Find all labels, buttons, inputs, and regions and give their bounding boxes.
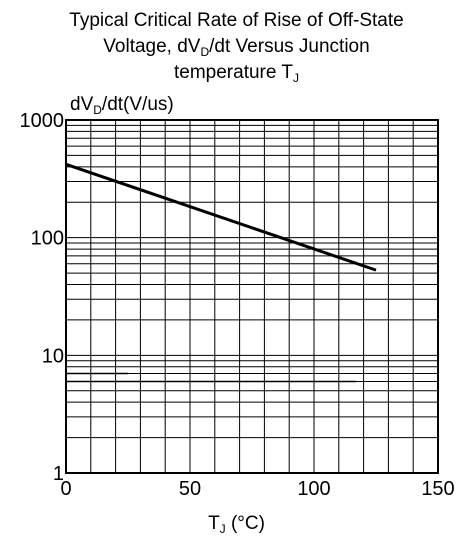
chart-title-line-3: temperature TJ xyxy=(174,62,299,85)
y-tick-label: 10 xyxy=(42,345,64,367)
series-line-1 xyxy=(65,162,377,272)
chart-title-line-1: Typical Critical Rate of Rise of Off-Sta… xyxy=(69,10,404,31)
y-tick-label: 1000 xyxy=(20,110,65,132)
chart-title-line-2: Voltage, dVD/dt Versus Junction xyxy=(103,36,370,59)
x-tick-label: 150 xyxy=(421,478,454,500)
x-tick-label: 0 xyxy=(60,478,71,500)
plot-frame xyxy=(65,119,439,474)
y-tick-label: 100 xyxy=(31,228,64,250)
y-axis-label: dVD/dt(V/us) xyxy=(70,94,174,117)
x-axis-label: TJ (°C) xyxy=(208,513,265,536)
y-tick-label: 1 xyxy=(53,463,64,485)
x-tick-label: 50 xyxy=(179,478,201,500)
x-tick-label: 100 xyxy=(297,478,330,500)
